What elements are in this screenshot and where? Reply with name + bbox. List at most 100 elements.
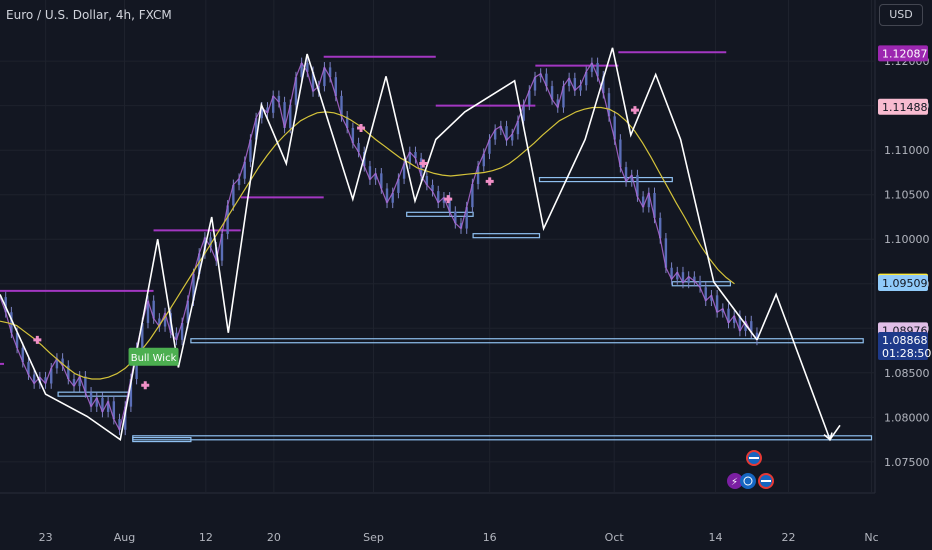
candle-body xyxy=(505,126,508,141)
candle-body xyxy=(687,276,690,283)
candle-body xyxy=(619,139,622,168)
price-tick-label: 1.08000 xyxy=(884,411,930,424)
candle-body xyxy=(664,238,668,268)
candle-body xyxy=(95,397,98,407)
candle-body xyxy=(385,188,389,203)
candle-body xyxy=(607,93,611,117)
candle-body xyxy=(522,104,525,121)
candle-body xyxy=(345,116,349,128)
price-badge xyxy=(878,274,928,291)
candle-body xyxy=(550,86,554,100)
candle-body xyxy=(676,272,679,280)
candle-body xyxy=(556,99,559,108)
us-flag-event-icon[interactable] xyxy=(746,450,762,466)
candle-body xyxy=(602,76,605,94)
candle-body xyxy=(294,77,298,105)
time-axis[interactable]: 23 Aug 12 20 Sep 16 Oct 14 22 Nc xyxy=(39,531,879,544)
candle-body xyxy=(32,374,36,384)
candle-body xyxy=(397,178,400,193)
candle-body xyxy=(710,295,713,301)
candle-body xyxy=(311,71,315,92)
candle-body xyxy=(448,197,451,212)
price-line xyxy=(0,61,758,432)
candle-body xyxy=(4,297,7,313)
candle-body xyxy=(437,191,440,203)
signal-marker xyxy=(630,106,639,115)
currency-button[interactable]: USD xyxy=(879,4,923,26)
candle-body xyxy=(72,379,76,387)
candle-body xyxy=(351,127,355,144)
candle-body xyxy=(585,71,588,86)
candle-body xyxy=(698,281,702,288)
signal-marker xyxy=(357,123,366,132)
candle-body xyxy=(624,167,628,182)
candle-body xyxy=(533,77,537,91)
candle-body xyxy=(659,217,662,239)
svg-text:⚡: ⚡ xyxy=(731,477,738,488)
projection-arrowhead xyxy=(823,432,833,441)
candle-body xyxy=(380,173,383,189)
candle-body xyxy=(186,300,190,323)
us-flag-event-icon-2[interactable] xyxy=(758,473,774,489)
price-tick-label: 1.08500 xyxy=(884,367,930,380)
zigzag-line xyxy=(0,47,758,441)
time-tick-label: Sep xyxy=(363,531,384,544)
candle-body xyxy=(289,104,292,128)
markers xyxy=(33,106,639,390)
economic-event-icons[interactable]: ⚡ xyxy=(727,450,774,489)
time-tick-label: 22 xyxy=(782,531,796,544)
candle-body xyxy=(459,223,463,229)
candle-body xyxy=(271,95,275,113)
candle-body xyxy=(192,273,195,301)
lightning-event-icon[interactable]: ⚡ xyxy=(727,473,743,489)
candle-body xyxy=(55,358,59,369)
projection-line xyxy=(756,292,841,442)
candle-body xyxy=(727,308,730,323)
candle-body xyxy=(84,376,87,393)
candle-body xyxy=(112,401,116,420)
candle-body xyxy=(755,332,759,340)
price-badge-label: 1.08868 xyxy=(882,334,928,347)
globe-event-icon[interactable] xyxy=(740,473,756,489)
candle-body xyxy=(442,197,446,203)
support-zone xyxy=(538,176,673,183)
candle-body xyxy=(499,126,503,130)
signal-marker xyxy=(141,381,150,390)
candle-body xyxy=(328,67,332,78)
candle-body xyxy=(744,321,747,331)
candle-body xyxy=(636,175,639,197)
candle-body xyxy=(528,90,531,105)
candle-body xyxy=(266,107,269,113)
candle-body xyxy=(141,322,144,348)
candle-body xyxy=(465,207,468,229)
time-tick-label: 14 xyxy=(708,531,722,544)
candle-body xyxy=(590,62,594,72)
candle-body xyxy=(198,253,201,274)
candle-body xyxy=(124,406,127,430)
candle-body xyxy=(129,379,133,407)
candle-body xyxy=(158,318,161,327)
time-tick-label: Nc xyxy=(864,531,878,544)
candle-body xyxy=(300,62,303,78)
price-tick-label: 1.11000 xyxy=(884,144,930,157)
candle-body xyxy=(715,295,719,313)
candle-body xyxy=(61,358,64,366)
candle-body xyxy=(340,95,343,117)
candle-body xyxy=(693,276,696,282)
candle-body xyxy=(482,153,485,167)
candle-body xyxy=(10,312,13,333)
time-tick-label: 12 xyxy=(199,531,213,544)
candle-body xyxy=(476,166,480,185)
signal-marker xyxy=(33,335,42,344)
price-tick-label: 1.10500 xyxy=(884,189,930,202)
price-badge xyxy=(878,45,928,62)
price-badge-label: 1.12087 xyxy=(882,47,928,60)
support-zone xyxy=(406,211,474,217)
price-badge xyxy=(878,332,928,361)
candle-body xyxy=(249,139,252,162)
support-zone xyxy=(472,233,541,239)
candle-body xyxy=(50,368,53,384)
candle-body xyxy=(306,62,309,72)
